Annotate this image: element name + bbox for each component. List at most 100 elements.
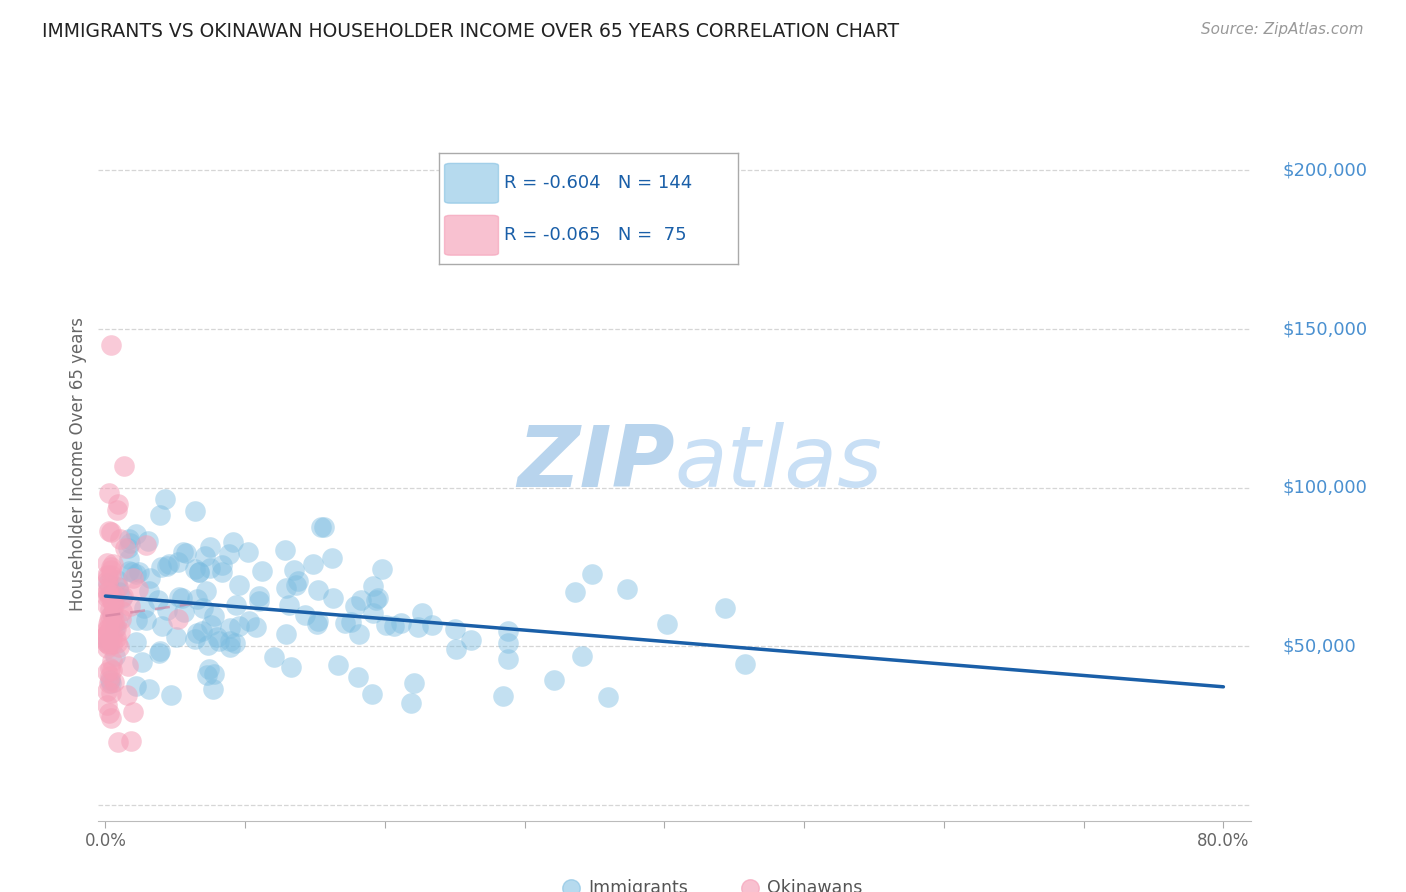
Point [294,607,316,622]
Point [149,560,172,574]
Point [122,571,145,585]
Point [252,564,274,578]
Point [98,669,121,683]
Point [111,591,134,605]
Point [277,598,299,612]
Point [285,578,308,592]
Point [96,627,118,641]
Point [598,690,620,705]
Point [118,532,141,546]
Point [96,641,118,656]
Point [96,635,118,649]
Point [309,520,332,534]
Point [100,711,122,725]
Point [100,685,122,699]
Point [200,618,222,632]
Point [263,650,285,665]
Point [100,676,122,690]
Point [103,598,125,612]
Point [100,602,122,616]
Text: $100,000: $100,000 [1282,479,1367,497]
Point [333,615,356,630]
Point [446,642,468,657]
Point [103,614,125,628]
Point [115,688,138,702]
Point [657,617,679,632]
Point [666,797,689,812]
Point [131,655,153,669]
Point [411,606,433,620]
Point [321,591,343,605]
Point [112,458,135,473]
Point [184,504,207,518]
Point [349,626,371,640]
Text: Source: ZipAtlas.com: Source: ZipAtlas.com [1201,22,1364,37]
Point [195,667,218,681]
Point [105,636,128,650]
Point [100,587,122,601]
Point [96,632,118,646]
Point [97,584,120,599]
Point [225,599,247,613]
Point [98,589,121,603]
Text: atlas: atlas [675,422,883,506]
Point [367,591,389,605]
Point [138,681,160,696]
Point [236,545,259,559]
Point [350,592,373,607]
Point [308,583,330,598]
Point [496,652,519,666]
Point [581,567,603,582]
Point [105,503,128,517]
Point [117,659,139,673]
Point [100,338,122,352]
Point [197,638,219,652]
Text: $150,000: $150,000 [1282,320,1367,338]
Point [100,567,122,582]
Point [103,588,125,602]
Point [128,566,150,580]
Point [97,635,120,649]
Point [103,648,125,663]
Point [101,637,124,651]
Point [207,633,229,648]
Point [107,580,129,594]
Point [496,624,519,638]
Point [98,673,121,687]
Point [460,632,482,647]
Point [307,614,329,628]
Text: IMMIGRANTS VS OKINAWAN HOUSEHOLDER INCOME OVER 65 YEARS CORRELATION CHART: IMMIGRANTS VS OKINAWAN HOUSEHOLDER INCOM… [42,22,900,41]
Point [155,491,177,506]
Point [120,734,142,748]
Point [125,566,148,581]
Point [96,698,118,713]
Point [149,644,172,658]
Point [399,696,422,710]
Point [202,667,225,681]
Point [274,581,297,595]
Point [238,614,260,628]
Point [146,593,169,607]
Point [188,565,211,579]
Point [420,618,443,632]
Point [173,605,195,619]
Point [148,508,170,523]
Point [107,640,129,654]
Point [118,599,141,613]
Text: $200,000: $200,000 [1282,161,1367,179]
Point [96,591,118,605]
Point [111,604,134,618]
Point [118,564,141,578]
Point [101,617,124,632]
Point [211,565,233,579]
Point [136,534,159,549]
Point [97,613,120,627]
Point [107,497,129,511]
Point [172,545,194,559]
Point [96,627,118,641]
Point [104,621,127,635]
Point [202,609,225,624]
Point [219,640,242,655]
Point [107,580,129,594]
Point [205,630,228,644]
